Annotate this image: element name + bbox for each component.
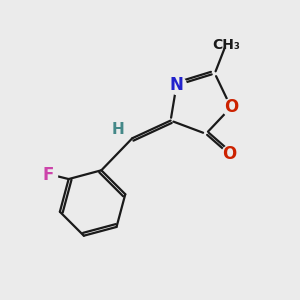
Text: O: O bbox=[222, 146, 237, 164]
Text: CH₃: CH₃ bbox=[213, 38, 241, 52]
Text: O: O bbox=[224, 98, 238, 116]
Text: H: H bbox=[111, 122, 124, 137]
Text: N: N bbox=[169, 76, 183, 94]
Text: F: F bbox=[42, 166, 54, 184]
